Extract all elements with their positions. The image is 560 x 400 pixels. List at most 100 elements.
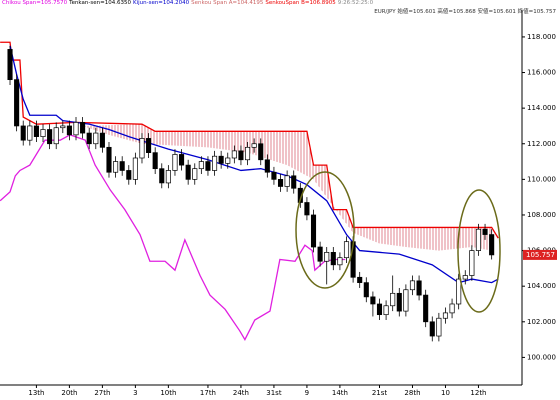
y-tick-label: 110.000 xyxy=(527,175,556,183)
y-tick-label: 102.000 xyxy=(527,318,556,326)
candle-body xyxy=(225,157,231,164)
candle-body xyxy=(60,125,66,129)
candle-body xyxy=(475,228,482,251)
candle-body xyxy=(456,278,462,305)
candle-body xyxy=(357,276,363,283)
candle-body xyxy=(205,161,211,171)
candle-body xyxy=(212,155,218,171)
candle-body xyxy=(409,280,416,291)
y-tick-label: 116.000 xyxy=(527,69,556,77)
candle-body xyxy=(7,49,13,81)
candle-body xyxy=(106,146,112,173)
annotation-ellipse xyxy=(457,189,501,313)
candle-body xyxy=(53,127,59,145)
y-tick-label: 112.000 xyxy=(527,140,556,148)
candle-body xyxy=(258,143,264,161)
candle-body xyxy=(119,161,125,171)
x-tick-label: 17th xyxy=(200,389,216,397)
candle-body xyxy=(244,146,251,161)
candle-body xyxy=(152,152,158,170)
candle-body xyxy=(231,150,237,159)
candle-body xyxy=(330,252,336,266)
candle-body xyxy=(146,138,152,154)
header-item: Tenkan-sen=104.6350 xyxy=(69,0,131,6)
candle-body xyxy=(113,161,119,173)
x-tick-label: 21st xyxy=(372,389,388,397)
x-tick-label: 3 xyxy=(133,389,137,397)
x-tick-label: 10th xyxy=(160,389,176,397)
y-tick-label: 100.000 xyxy=(527,353,556,361)
x-tick-label: 9 xyxy=(305,389,309,397)
candle-body xyxy=(423,294,429,323)
candle-body xyxy=(27,125,33,141)
candle-body xyxy=(284,175,290,187)
header-item: Kijun-sen=104.2040 xyxy=(132,0,190,6)
kumo-cloud xyxy=(82,124,492,251)
candle-body xyxy=(291,175,297,189)
indicator-line xyxy=(9,45,499,284)
candle-body xyxy=(324,252,330,262)
candle-body xyxy=(390,292,396,307)
candle-body xyxy=(73,122,79,136)
candle-body xyxy=(264,159,270,173)
header-item: Senkou Span A=104.4195 xyxy=(191,0,264,6)
candle-body xyxy=(99,132,105,148)
candle-body xyxy=(449,303,455,314)
y-tick-label: 114.000 xyxy=(527,104,556,112)
candle-body xyxy=(47,129,53,145)
candle-body xyxy=(132,157,138,180)
candle-body xyxy=(462,275,468,280)
candle-body xyxy=(403,289,409,312)
indicator-header: Chikou Span=105.7570 Tenkan-sen=104.6350 K… xyxy=(2,0,375,6)
candle-body xyxy=(86,132,92,145)
candle-body xyxy=(442,312,449,319)
x-tick-label: 13th xyxy=(28,389,44,397)
y-tick-label: 108.000 xyxy=(527,211,556,219)
candle-body xyxy=(363,282,369,298)
x-tick-label: 24th xyxy=(233,389,249,397)
candle-body xyxy=(192,168,198,180)
candle-body xyxy=(310,214,317,248)
candle-body xyxy=(185,164,191,180)
candle-body xyxy=(251,143,257,148)
price-info: EUR/JPY 始値=105.601 高値=105.868 安値=105.601… xyxy=(374,9,556,15)
candle-body xyxy=(383,305,389,316)
candle-body xyxy=(489,234,495,256)
candle-body xyxy=(198,161,204,170)
candle-body xyxy=(172,154,178,171)
candle-body xyxy=(33,125,39,137)
price-box xyxy=(523,249,557,260)
candle-body xyxy=(317,246,323,262)
candle-body xyxy=(126,170,132,180)
candle-body xyxy=(436,317,442,337)
candle-body xyxy=(80,122,86,134)
candle-body xyxy=(66,125,72,136)
candle-body xyxy=(277,179,284,187)
x-tick-label: 20th xyxy=(61,389,77,397)
candle-body xyxy=(416,280,422,296)
candle-body xyxy=(343,241,350,259)
candle-body xyxy=(271,171,277,180)
x-tick-label: 14th xyxy=(332,389,348,397)
x-tick-label: 10 xyxy=(441,389,450,397)
candle-body xyxy=(396,292,402,312)
candle-body xyxy=(14,79,20,127)
candle-body xyxy=(40,129,46,137)
candle-body xyxy=(297,187,303,203)
candle-body xyxy=(429,321,435,337)
header-item: 9:26:52:25:0 xyxy=(337,0,374,6)
candle-body xyxy=(238,150,244,161)
x-tick-label: 12th xyxy=(470,389,486,397)
candle-body xyxy=(337,257,343,266)
y-tick-label: 118.000 xyxy=(527,33,556,41)
candle-body xyxy=(304,202,310,216)
annotation-ellipse xyxy=(295,171,355,289)
candle-body xyxy=(93,132,99,145)
header-item: Chikou Span=105.7570 xyxy=(2,0,68,6)
candle-body xyxy=(376,303,383,316)
header-item: SenkouSpan B=106.8905 xyxy=(265,0,336,6)
candle-body xyxy=(179,154,185,166)
candle-body xyxy=(218,155,224,164)
